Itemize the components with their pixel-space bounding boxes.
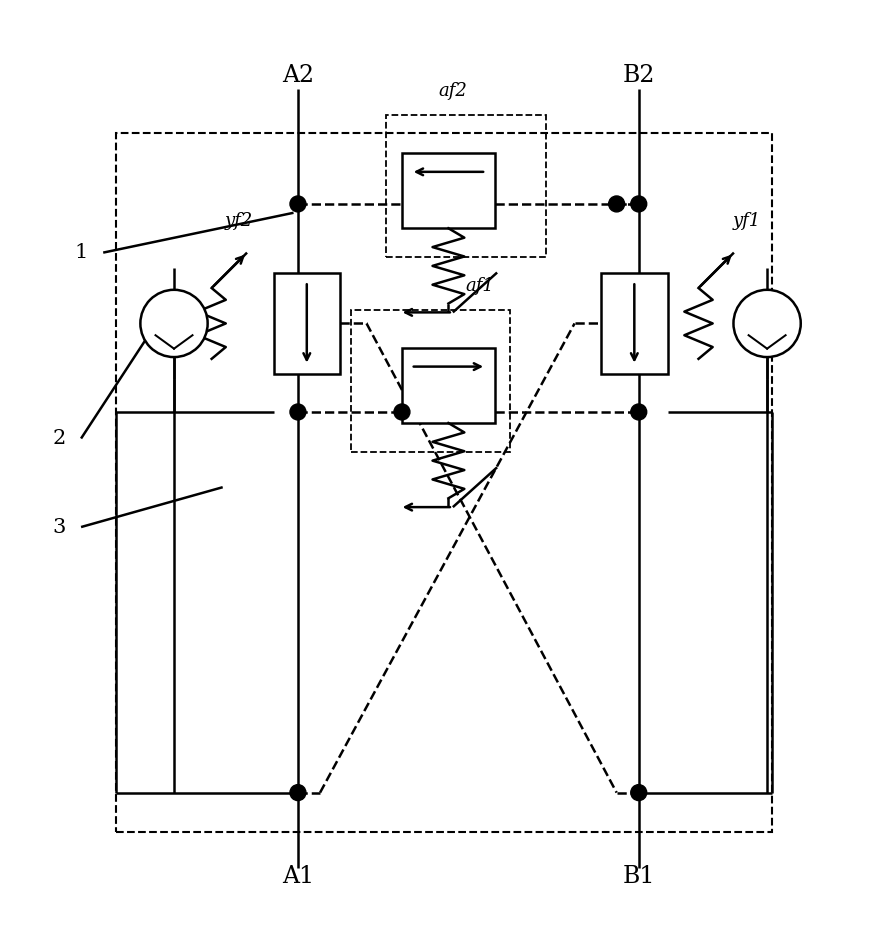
Text: B2: B2 <box>622 64 655 87</box>
Text: yf1: yf1 <box>733 212 761 230</box>
Bar <box>601 272 668 375</box>
Text: af2: af2 <box>439 82 467 100</box>
Text: 1: 1 <box>75 243 88 262</box>
Circle shape <box>608 196 624 212</box>
Text: A1: A1 <box>281 865 314 888</box>
Text: B1: B1 <box>622 865 655 888</box>
Circle shape <box>290 196 305 212</box>
Circle shape <box>630 404 646 420</box>
Circle shape <box>394 404 410 420</box>
Circle shape <box>140 290 208 357</box>
Circle shape <box>290 404 305 420</box>
Bar <box>402 347 495 423</box>
Circle shape <box>290 785 305 801</box>
Bar <box>274 272 340 375</box>
Circle shape <box>733 290 801 357</box>
Text: af1: af1 <box>465 277 494 295</box>
Bar <box>402 153 495 228</box>
Text: 2: 2 <box>52 429 66 448</box>
Bar <box>386 115 546 257</box>
Text: yf2: yf2 <box>225 212 253 230</box>
Text: 3: 3 <box>52 517 66 536</box>
Bar <box>116 133 772 833</box>
Text: A2: A2 <box>281 64 314 87</box>
Bar <box>351 310 511 452</box>
Circle shape <box>630 785 646 801</box>
Circle shape <box>630 196 646 212</box>
